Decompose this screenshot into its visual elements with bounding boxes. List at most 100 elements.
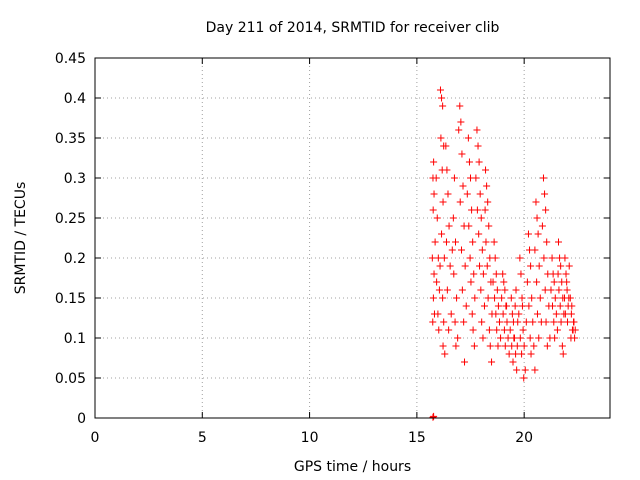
data-point bbox=[429, 206, 437, 214]
data-point bbox=[497, 334, 505, 342]
y-tick-label: 0.4 bbox=[64, 91, 86, 107]
data-point bbox=[543, 342, 551, 350]
grid bbox=[95, 58, 610, 418]
data-point bbox=[527, 350, 535, 358]
data-point bbox=[430, 412, 438, 420]
data-point bbox=[493, 286, 501, 294]
data-point bbox=[445, 222, 453, 230]
data-point bbox=[482, 166, 490, 174]
data-point bbox=[465, 158, 473, 166]
data-point bbox=[503, 318, 511, 326]
x-tick-label: 10 bbox=[301, 430, 319, 446]
data-point bbox=[520, 342, 528, 350]
data-point bbox=[558, 342, 566, 350]
data-point bbox=[452, 238, 459, 246]
y-tick-label: 0.35 bbox=[55, 131, 86, 147]
data-point bbox=[479, 270, 487, 278]
data-point bbox=[536, 294, 544, 302]
data-point bbox=[439, 294, 447, 302]
data-point bbox=[554, 270, 562, 278]
data-point bbox=[461, 262, 469, 270]
data-point bbox=[462, 302, 470, 310]
data-point bbox=[555, 286, 563, 294]
data-point bbox=[450, 174, 458, 182]
data-point bbox=[474, 142, 482, 150]
data-point bbox=[491, 254, 499, 262]
data-point bbox=[566, 294, 574, 302]
y-tick-label: 0.1 bbox=[64, 331, 86, 347]
data-point bbox=[466, 254, 474, 262]
data-point bbox=[511, 302, 519, 310]
data-point bbox=[438, 94, 446, 102]
data-point bbox=[443, 286, 451, 294]
tick-labels: 0 5 10 15 20 0 0.05 0.1 0.15 0.2 0.25 0.3 0.35 0.4 0.4… bbox=[55, 51, 533, 446]
chart-title: Day 211 of 2014, SRMTID for receiver cli… bbox=[206, 20, 500, 36]
data-point bbox=[439, 198, 447, 206]
data-point bbox=[489, 278, 497, 286]
data-point bbox=[435, 286, 443, 294]
data-point bbox=[470, 342, 478, 350]
data-point bbox=[465, 222, 473, 230]
data-point bbox=[517, 270, 525, 278]
data-point bbox=[500, 278, 508, 286]
data-point bbox=[476, 190, 484, 198]
y-tick-label: 0.15 bbox=[55, 291, 86, 307]
data-point bbox=[518, 294, 526, 302]
data-point bbox=[567, 310, 575, 318]
data-point bbox=[476, 262, 484, 270]
data-point bbox=[439, 102, 447, 110]
data-point bbox=[516, 334, 524, 342]
data-point bbox=[429, 294, 437, 302]
data-point bbox=[454, 334, 462, 342]
data-point bbox=[481, 206, 489, 214]
data-point bbox=[447, 310, 455, 318]
data-point bbox=[528, 294, 536, 302]
data-point bbox=[428, 254, 436, 262]
data-point bbox=[551, 294, 559, 302]
data-point bbox=[512, 286, 520, 294]
data-point bbox=[541, 190, 549, 198]
data-point bbox=[461, 358, 469, 366]
data-point bbox=[557, 318, 565, 326]
data-point bbox=[445, 326, 453, 334]
data-point bbox=[551, 334, 559, 342]
data-point bbox=[491, 294, 499, 302]
data-point bbox=[503, 302, 511, 310]
data-point bbox=[498, 294, 506, 302]
data-point bbox=[535, 262, 543, 270]
data-point bbox=[470, 270, 478, 278]
data-point bbox=[499, 310, 507, 318]
data-point bbox=[449, 214, 457, 222]
data-point bbox=[532, 198, 540, 206]
data-point bbox=[430, 270, 438, 278]
data-point bbox=[477, 214, 485, 222]
data-point bbox=[513, 366, 521, 374]
data-points bbox=[428, 86, 579, 421]
data-point bbox=[543, 238, 551, 246]
data-point bbox=[561, 254, 569, 262]
data-point bbox=[495, 318, 503, 326]
data-point bbox=[456, 198, 464, 206]
data-point bbox=[434, 254, 442, 262]
data-point bbox=[565, 262, 573, 270]
data-point bbox=[494, 342, 502, 350]
data-point bbox=[473, 126, 481, 134]
data-point bbox=[501, 342, 509, 350]
data-point bbox=[533, 310, 541, 318]
data-point bbox=[440, 254, 448, 262]
data-point bbox=[455, 126, 463, 134]
data-point bbox=[529, 318, 537, 326]
y-axis-label: SRMTID / TECUs bbox=[13, 182, 29, 295]
data-point bbox=[433, 214, 441, 222]
data-point bbox=[475, 158, 483, 166]
plot-frame bbox=[94, 57, 611, 419]
data-point bbox=[439, 342, 447, 350]
data-point bbox=[437, 134, 445, 142]
axis-ticks bbox=[94, 57, 610, 419]
data-point bbox=[523, 278, 531, 286]
data-point bbox=[432, 174, 440, 182]
data-point bbox=[458, 286, 466, 294]
data-point bbox=[553, 326, 561, 334]
data-point bbox=[442, 238, 450, 246]
data-point bbox=[440, 318, 448, 326]
